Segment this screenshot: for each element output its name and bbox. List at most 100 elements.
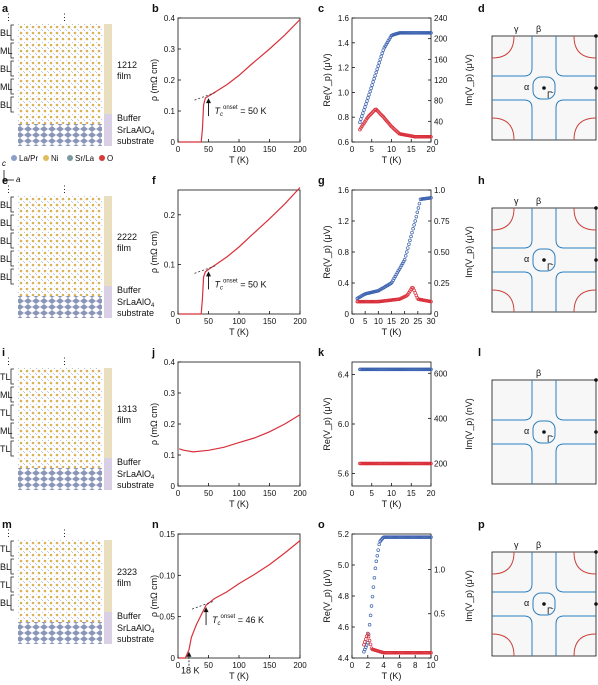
re-vp-point (429, 535, 433, 539)
layer-label: TL (0, 372, 11, 382)
re-vp-point (385, 40, 390, 45)
x-point (594, 258, 598, 262)
im-vp-point (362, 642, 366, 647)
re-vp-point (403, 254, 408, 258)
y-tick-label-right: 400 (434, 414, 448, 423)
re-vp-point (429, 367, 433, 372)
crystal-layer (18, 60, 102, 77)
beta-sheet (492, 615, 533, 656)
re-vp-point (367, 92, 371, 97)
plot-frame (351, 533, 432, 659)
film-name: 1313 (117, 404, 137, 414)
layer-bracket (10, 558, 14, 575)
re-vp-point (365, 99, 369, 103)
gamma-point (542, 86, 546, 90)
im-vp-point (394, 129, 399, 133)
y-tick-label-right: 0.75 (434, 217, 450, 226)
substrate-subscript: 4 (151, 303, 155, 309)
panel-letter: i (2, 347, 5, 359)
panel-letter: k (318, 347, 325, 359)
film-bar (104, 368, 112, 458)
im-vp-point (429, 135, 433, 139)
x-tick-label: 200 (293, 145, 307, 154)
layer-label: TL (0, 580, 11, 590)
buffer-layer (18, 612, 102, 622)
buffer-label: Buffer (117, 113, 141, 123)
re-vp-point (414, 214, 419, 219)
layer-label: ML (0, 426, 13, 436)
layer-bracket (10, 594, 14, 611)
crystal-layer (18, 96, 102, 113)
re-vp-point (372, 575, 377, 580)
beta-sheet (492, 443, 533, 484)
re-vp-point (361, 111, 365, 115)
layer-label: BL (0, 64, 11, 74)
beta-sheet (555, 99, 596, 140)
re-vp-point (375, 553, 380, 558)
re-vp-point (413, 219, 417, 223)
m-point (594, 34, 598, 38)
gamma-pocket (573, 35, 597, 59)
panel-letter: d (478, 3, 485, 15)
x-axis-label: T (K) (382, 327, 402, 337)
re-vp-point (429, 196, 433, 200)
beta-label: β (536, 196, 541, 206)
y-tick-label: 0.3 (164, 389, 176, 398)
ellipsis-left: ⋮ (4, 356, 13, 366)
im-vp-point (360, 299, 365, 304)
beta-label: β (536, 368, 541, 378)
substrate-bar (104, 612, 112, 644)
re-vp-point (359, 117, 363, 121)
onset-label: Tconset = 46 K (212, 614, 264, 627)
x-tick-label: 200 (293, 317, 307, 326)
y-axis-label-right: Im(V_p) (μV) (464, 226, 474, 278)
x-tick-label: 200 (293, 661, 307, 670)
x-point (594, 430, 598, 434)
x-tick-label: 8 (413, 661, 418, 670)
panel-letter: g (318, 175, 325, 187)
im-vp-point (429, 650, 433, 655)
gamma-point-label: Γ̄ (547, 262, 554, 272)
re-vp-point (373, 566, 378, 571)
fermi-surface (491, 34, 598, 141)
layer-label: ML (0, 82, 13, 92)
layer-bracket (10, 540, 14, 557)
im-vp-point (370, 299, 374, 304)
x-axis-label: T (K) (382, 155, 402, 165)
re-vp-point (362, 108, 366, 112)
y-tick-label-right: 40 (434, 117, 443, 126)
crystal-layer (18, 558, 102, 575)
y-tick-label: 0.1 (164, 107, 176, 116)
gamma-label: γ (514, 24, 519, 34)
x-tick-label: 2 (366, 661, 371, 670)
y-tick-label-left: 0 (345, 310, 350, 319)
figure-row: a⋮ ⋮BLMLBLMLBL1212filmBufferSrLaAlO4subst… (0, 3, 598, 184)
beta-sheet (555, 208, 596, 249)
onset-dashed-line (191, 600, 215, 610)
m-point (594, 378, 598, 382)
y-axis-label-right: Im(V_p) (nV) (464, 398, 474, 450)
substrate-label: SrLaAlO4 (117, 623, 155, 635)
y-tick-label: 0 (171, 138, 176, 147)
substrate-block (18, 622, 102, 644)
re-vp-point (379, 54, 383, 59)
gamma-pocket (573, 551, 597, 575)
layer-bracket (10, 404, 14, 421)
layer-bracket (10, 42, 14, 59)
gamma-pocket (573, 207, 597, 231)
re-vp-point (374, 70, 378, 75)
crystal-layer (18, 250, 102, 267)
layer-label: TL (0, 408, 11, 418)
layer-bracket (10, 386, 14, 403)
y-axis-label-left: Re(V_p) (μV) (322, 397, 332, 450)
re-vp-point (411, 227, 415, 231)
y-tick-label-right: 600 (434, 369, 448, 378)
x-tick-label: 10 (374, 317, 383, 326)
x-tick-label: 5 (363, 317, 368, 326)
substrate-bar (104, 114, 112, 146)
layer-bracket (10, 268, 14, 285)
onset-superscript: onset (223, 105, 238, 111)
gamma-pocket (491, 207, 515, 231)
im-vp-point (364, 299, 369, 304)
